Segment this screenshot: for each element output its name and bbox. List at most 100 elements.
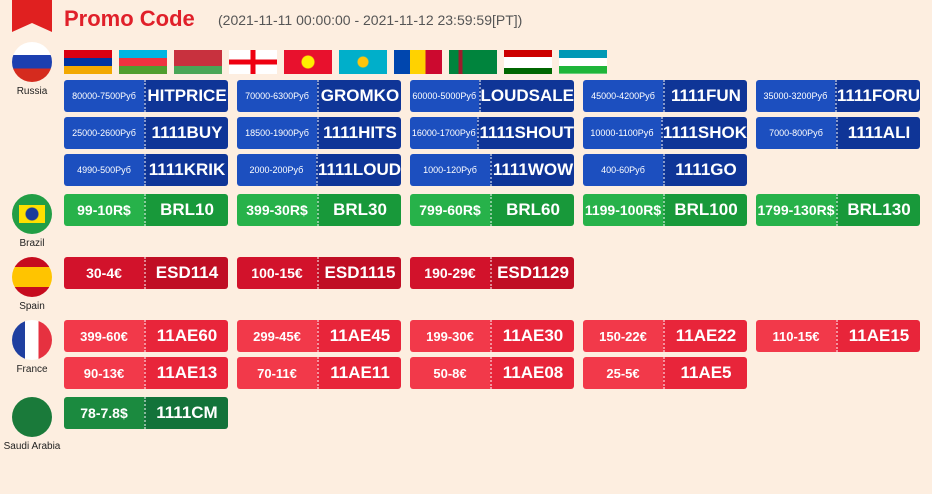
coupon-grid: 80000-7500Руб HITPRICE 70000-6300Руб GROMKO… xyxy=(64,80,920,186)
flag xyxy=(174,50,222,74)
coupon-condition: 299-45€ xyxy=(237,320,317,352)
coupon: 18500-1900Руб 1111HITS xyxy=(237,117,401,149)
coupon-code: 1111SHOUT xyxy=(477,117,574,149)
coupon-grid: 78-7.8$ 1111CM xyxy=(64,397,920,429)
region-side: Saudi Arabia xyxy=(0,397,64,452)
coupon-code: 11AE30 xyxy=(490,320,574,352)
coupon-condition: 100-15€ xyxy=(237,257,317,289)
coupon: 60000-5000Руб LOUDSALE xyxy=(410,80,574,112)
coupon-condition: 80000-7500Руб xyxy=(64,80,144,112)
coupon-code: HITPRICE xyxy=(144,80,228,112)
coupon-condition: 10000-1100Руб xyxy=(583,117,661,149)
coupon-condition: 25000-2600Руб xyxy=(64,117,144,149)
coupon: 799-60R$ BRL60 xyxy=(410,194,574,226)
coupon: 25000-2600Руб 1111BUY xyxy=(64,117,228,149)
coupon: 10000-1100Руб 1111SHOK xyxy=(583,117,747,149)
region-side: Russia xyxy=(0,42,64,186)
coupon: 80000-7500Руб HITPRICE xyxy=(64,80,228,112)
coupon: 110-15€ 11AE15 xyxy=(756,320,920,352)
flag xyxy=(229,50,277,74)
coupon-condition: 35000-3200Руб xyxy=(756,80,835,112)
coupon: 70-11€ 11AE11 xyxy=(237,357,401,389)
coupon: 7000-800Руб 1111ALI xyxy=(756,117,920,149)
coupon-condition: 1799-130R$ xyxy=(756,194,836,226)
coupon-code: 11AE08 xyxy=(490,357,574,389)
region-section: Saudi Arabia 78-7.8$ 1111CM xyxy=(0,397,932,452)
coupon: 45000-4200Руб 1111FUN xyxy=(583,80,747,112)
coupon-code: 11AE60 xyxy=(144,320,228,352)
coupon-code: 11AE15 xyxy=(836,320,920,352)
country-name: France xyxy=(16,364,48,375)
coupon-condition: 70000-6300Руб xyxy=(237,80,317,112)
coupon-code: 1111WOW xyxy=(490,154,574,186)
coupon-condition: 799-60R$ xyxy=(410,194,490,226)
country-flag xyxy=(12,42,52,82)
title: Promo Code xyxy=(64,6,195,31)
header: Promo Code (2021-11-11 00:00:00 - 2021-1… xyxy=(0,0,932,40)
coupon-condition: 190-29€ xyxy=(410,257,490,289)
country-name: Saudi Arabia xyxy=(3,441,61,452)
coupon-code: 1111FUN xyxy=(663,80,747,112)
coupon: 4990-500Руб 1111KRIK xyxy=(64,154,228,186)
region-coupons: 30-4€ ESD114 100-15€ ESD1115 190-29€ ESD1129 xyxy=(64,257,920,312)
coupon-code: 1111KRIK xyxy=(144,154,228,186)
coupon-condition: 70-11€ xyxy=(237,357,317,389)
bookmark-icon xyxy=(12,0,52,32)
coupon-condition: 25-5€ xyxy=(583,357,663,389)
coupon: 78-7.8$ 1111CM xyxy=(64,397,228,429)
coupon-condition: 18500-1900Руб xyxy=(237,117,317,149)
coupon-code: 11AE13 xyxy=(144,357,228,389)
coupon-code: 1111FORU xyxy=(834,80,920,112)
region-side: Spain xyxy=(0,257,64,312)
coupon-condition: 399-60€ xyxy=(64,320,144,352)
region-section: Brazil 99-10R$ BRL10 399-30R$ BRL30 799-60R$ B… xyxy=(0,194,932,249)
coupon-condition: 50-8€ xyxy=(410,357,490,389)
coupon-code: 1111CM xyxy=(144,397,228,429)
coupon-condition: 30-4€ xyxy=(64,257,144,289)
coupon-condition: 90-13€ xyxy=(64,357,144,389)
flag xyxy=(504,50,552,74)
flag xyxy=(559,50,607,74)
coupon-condition: 2000-200Руб xyxy=(237,154,316,186)
coupon: 1000-120Руб 1111WOW xyxy=(410,154,574,186)
coupon-code: 1111GO xyxy=(663,154,747,186)
coupon: 30-4€ ESD114 xyxy=(64,257,228,289)
coupon: 150-22€ 11AE22 xyxy=(583,320,747,352)
coupon-code: 1111BUY xyxy=(144,117,228,149)
coupon-condition: 4990-500Руб xyxy=(64,154,144,186)
region-list: Russia 80000-7500Руб HITPRICE 70000-6300Руб… xyxy=(0,42,932,460)
coupon: 399-60€ 11AE60 xyxy=(64,320,228,352)
coupon-code: 11AE45 xyxy=(317,320,401,352)
coupon-code: BRL130 xyxy=(836,194,920,226)
region-section: Russia 80000-7500Руб HITPRICE 70000-6300Руб… xyxy=(0,42,932,186)
coupon: 70000-6300Руб GROMKO xyxy=(237,80,401,112)
region-coupons: 99-10R$ BRL10 399-30R$ BRL30 799-60R$ BRL60 11… xyxy=(64,194,920,249)
coupon: 16000-1700Руб 1111SHOUT xyxy=(410,117,574,149)
coupon-code: 1111LOUD xyxy=(315,154,401,186)
coupon: 50-8€ 11AE08 xyxy=(410,357,574,389)
coupon: 400-60Руб 1111GO xyxy=(583,154,747,186)
coupon-grid: 30-4€ ESD114 100-15€ ESD1115 190-29€ ESD1129 xyxy=(64,257,920,289)
coupon-code: BRL10 xyxy=(144,194,228,226)
coupon-code: 11AE5 xyxy=(663,357,747,389)
coupon-code: BRL30 xyxy=(317,194,401,226)
country-flag xyxy=(12,194,52,234)
region-side: Brazil xyxy=(0,194,64,249)
country-flag xyxy=(12,320,52,360)
flag xyxy=(284,50,332,74)
coupon-condition: 7000-800Руб xyxy=(756,117,836,149)
coupon-code: ESD1129 xyxy=(490,257,574,289)
country-flag xyxy=(12,397,52,437)
coupon-code: LOUDSALE xyxy=(478,80,574,112)
coupon-code: 1111HITS xyxy=(317,117,401,149)
coupon: 25-5€ 11AE5 xyxy=(583,357,747,389)
coupon: 99-10R$ BRL10 xyxy=(64,194,228,226)
coupon: 100-15€ ESD1115 xyxy=(237,257,401,289)
subtitle: (2021-11-11 00:00:00 - 2021-11-12 23:59:… xyxy=(218,12,523,28)
coupon-condition: 399-30R$ xyxy=(237,194,317,226)
coupon: 90-13€ 11AE13 xyxy=(64,357,228,389)
region-coupons: 399-60€ 11AE60 299-45€ 11AE45 199-30€ 11AE30 1… xyxy=(64,320,920,389)
region-coupons: 80000-7500Руб HITPRICE 70000-6300Руб GROMKO… xyxy=(64,42,920,186)
coupon-condition: 199-30€ xyxy=(410,320,490,352)
